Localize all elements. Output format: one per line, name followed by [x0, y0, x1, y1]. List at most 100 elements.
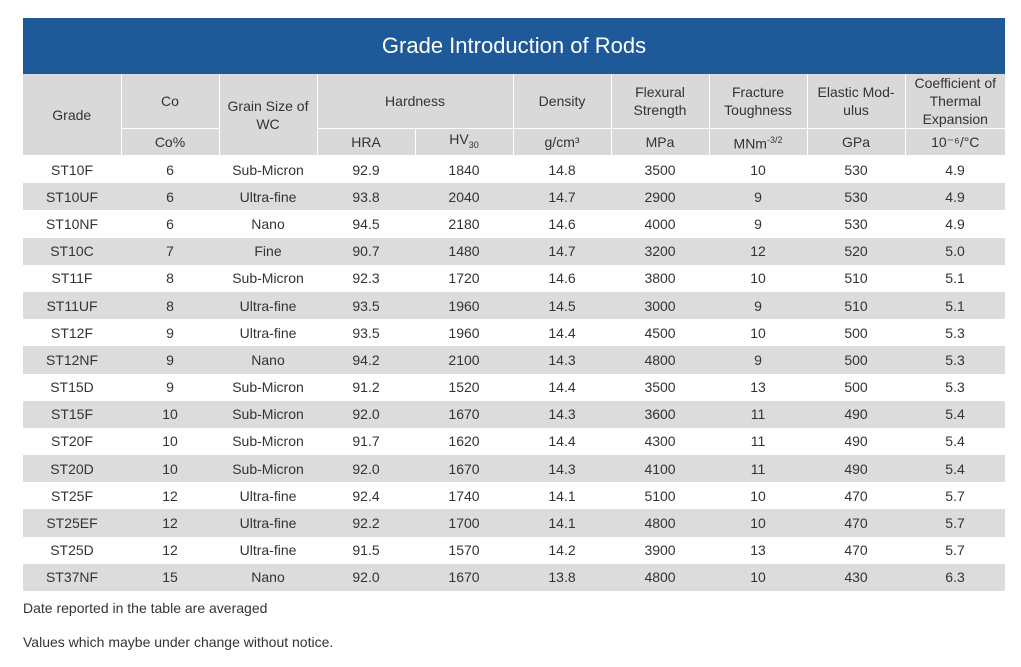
cell-co: 12 [121, 509, 219, 537]
cell-grade: ST37NF [23, 563, 121, 591]
cell-hv: 1670 [415, 455, 514, 483]
table-row: ST11UF 8 Ultra-fine 93.5 1960 14.5 3000 9 510 5.1 [23, 291, 1006, 320]
cell-density: 14.6 [513, 264, 612, 292]
grade-table: Grade Co Grain Size of WC Hardness Densi… [23, 74, 1006, 591]
cell-grain-size: Sub-Micron [219, 427, 317, 456]
cell-flexural: 4300 [611, 427, 710, 456]
cell-co: 12 [121, 536, 219, 564]
unit-hra: HRA [317, 128, 416, 156]
header-grade: Grade [23, 74, 122, 156]
cell-flexural: 4800 [611, 509, 710, 537]
cell-fracture: 11 [709, 427, 808, 456]
cell-flexural: 4000 [611, 210, 710, 238]
cell-hra: 92.0 [317, 455, 415, 483]
cell-density: 14.4 [513, 427, 612, 456]
unit-flexural: MPa [611, 128, 710, 156]
cell-elastic: 490 [807, 455, 906, 483]
cell-hv: 1670 [415, 400, 514, 428]
cell-hv: 1570 [415, 536, 514, 564]
cell-density: 14.1 [513, 509, 612, 537]
cell-flexural: 3800 [611, 264, 710, 292]
cell-flexural: 5100 [611, 482, 710, 510]
cell-co: 8 [121, 291, 219, 320]
cell-elastic: 530 [807, 155, 906, 184]
cell-fracture: 10 [709, 319, 808, 347]
table-row: ST11F 8 Sub-Micron 92.3 1720 14.6 3800 10 510 5.1 [23, 264, 1006, 292]
cell-grain-size: Sub-Micron [219, 373, 317, 401]
cell-hra: 92.0 [317, 400, 415, 428]
cell-co: 15 [121, 563, 219, 591]
cell-fracture: 10 [709, 563, 808, 591]
cell-grain-size: Ultra-fine [219, 291, 317, 320]
table-row: ST25D 12 Ultra-fine 91.5 1570 14.2 3900 13 470 5.… [23, 536, 1006, 564]
cell-density: 14.5 [513, 291, 612, 320]
cell-grade: ST10C [23, 237, 121, 265]
cell-grain-size: Ultra-fine [219, 183, 317, 211]
cell-fracture: 11 [709, 455, 808, 483]
table-row: ST12NF 9 Nano 94.2 2100 14.3 4800 9 500 5.3 [23, 346, 1006, 374]
cell-elastic: 500 [807, 346, 906, 374]
cell-hv: 2100 [415, 346, 514, 374]
cell-co: 9 [121, 346, 219, 374]
table-row: ST10UF 6 Ultra-fine 93.8 2040 14.7 2900 9 530 4.9 [23, 183, 1006, 211]
cell-fracture: 10 [709, 264, 808, 292]
cell-elastic: 530 [807, 210, 906, 238]
cell-fracture: 10 [709, 509, 808, 537]
cell-grade: ST12F [23, 319, 121, 347]
cell-flexural: 2900 [611, 183, 710, 211]
cell-elastic: 490 [807, 400, 906, 428]
cell-grain-size: Ultra-fine [219, 319, 317, 347]
cell-hv: 1960 [415, 291, 514, 320]
cell-elastic: 430 [807, 563, 906, 591]
cell-grade: ST11UF [23, 291, 121, 320]
cell-hra: 91.5 [317, 536, 415, 564]
cell-thermal: 5.0 [905, 237, 1006, 265]
cell-density: 14.3 [513, 346, 612, 374]
cell-hra: 94.5 [317, 210, 415, 238]
cell-density: 14.4 [513, 373, 612, 401]
cell-flexural: 4500 [611, 319, 710, 347]
cell-grade: ST25F [23, 482, 121, 510]
cell-grain-size: Fine [219, 237, 317, 265]
header-co: Co [121, 74, 220, 129]
cell-flexural: 3600 [611, 400, 710, 428]
unit-fracture-superscript: -3/2 [766, 135, 783, 146]
cell-hra: 92.0 [317, 563, 415, 591]
cell-thermal: 5.7 [905, 536, 1006, 564]
cell-elastic: 510 [807, 291, 906, 320]
header-grain-size: Grain Size of WC [219, 74, 318, 156]
header-elastic-modulus: Elastic Mod- ulus [807, 74, 906, 129]
cell-density: 14.4 [513, 319, 612, 347]
cell-thermal: 5.3 [905, 319, 1006, 347]
cell-fracture: 9 [709, 210, 808, 238]
table-row: ST25F 12 Ultra-fine 92.4 1740 14.1 5100 10 470 5.… [23, 482, 1006, 510]
cell-hra: 91.7 [317, 427, 415, 456]
unit-hv-label: HV [449, 131, 469, 147]
cell-fracture: 13 [709, 536, 808, 564]
cell-thermal: 5.7 [905, 482, 1006, 510]
cell-hv: 1720 [415, 264, 514, 292]
cell-grade: ST10UF [23, 183, 121, 211]
cell-hra: 92.3 [317, 264, 415, 292]
cell-grain-size: Ultra-fine [219, 482, 317, 510]
unit-hv-subscript: 30 [468, 140, 479, 150]
cell-hv: 1960 [415, 319, 514, 347]
unit-fracture-label: MNm [733, 135, 767, 152]
cell-hv: 1740 [415, 482, 514, 510]
cell-density: 14.2 [513, 536, 612, 564]
table-row: ST25EF 12 Ultra-fine 92.2 1700 14.1 4800 10 470 5… [23, 509, 1006, 537]
cell-co: 6 [121, 183, 219, 211]
cell-thermal: 4.9 [905, 210, 1006, 238]
cell-flexural: 3200 [611, 237, 710, 265]
cell-flexural: 3500 [611, 155, 710, 184]
cell-density: 14.7 [513, 183, 612, 211]
unit-fracture: MNm-3/2 [709, 128, 808, 156]
note-change: Values which maybe under change without … [23, 634, 334, 650]
cell-thermal: 5.7 [905, 509, 1006, 537]
cell-hra: 92.2 [317, 509, 415, 537]
header-hardness: Hardness [317, 74, 514, 129]
cell-hra: 92.4 [317, 482, 415, 510]
cell-grade: ST20F [23, 427, 121, 456]
cell-hra: 92.9 [317, 155, 415, 184]
cell-fracture: 11 [709, 400, 808, 428]
